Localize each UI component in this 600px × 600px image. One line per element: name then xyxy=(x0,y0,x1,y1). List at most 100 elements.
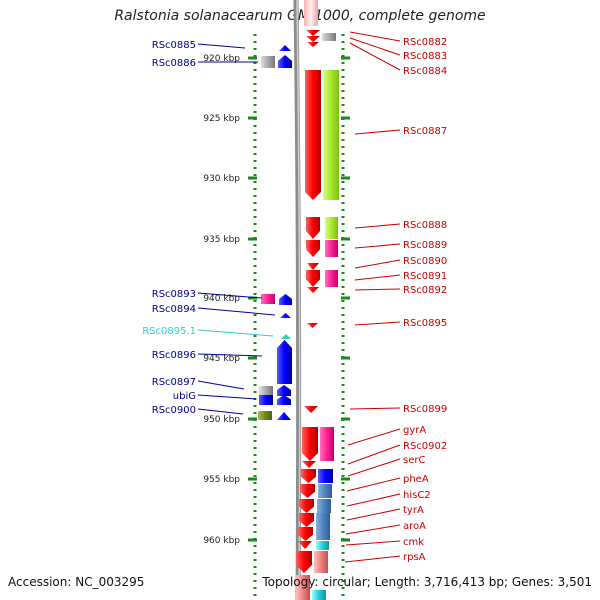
scale-tick-label: 955 kbp xyxy=(203,475,240,485)
accession-text: Accession: NC_003295 xyxy=(8,575,145,589)
gene-label: serC xyxy=(403,455,425,466)
scale-tick-label: 945 kbp xyxy=(203,354,240,364)
gene-rsc0882 xyxy=(306,30,320,36)
gene-hisc2 xyxy=(299,499,314,513)
gene-gyra xyxy=(302,427,318,461)
gene-label: RSc0893 xyxy=(152,289,196,300)
gene-rsc0892 xyxy=(307,287,319,293)
gene-rsc0889 xyxy=(306,240,320,257)
function-block xyxy=(316,541,329,550)
label-leader xyxy=(354,274,401,281)
label-leader xyxy=(354,129,401,135)
scale-tick-label: 935 kbp xyxy=(203,235,240,245)
scale-tick-label: 925 kbp xyxy=(203,114,240,124)
gene-label: RSc0895.1 xyxy=(142,326,196,337)
gene-label: RSc0902 xyxy=(403,441,447,452)
gene-rsc0883 xyxy=(306,36,320,42)
label-leader xyxy=(197,307,276,316)
function-block xyxy=(314,551,328,573)
gene-label: gyrA xyxy=(403,425,426,436)
function-block xyxy=(259,395,273,405)
gene-label: tyrA xyxy=(403,505,424,516)
gene-rsc0887 xyxy=(305,70,321,200)
label-leader xyxy=(349,42,401,71)
gene-label: RSc0882 xyxy=(403,37,447,48)
gene-label: RSc0883 xyxy=(403,51,447,62)
gene-label: RSc0887 xyxy=(403,126,447,137)
function-block xyxy=(323,70,339,200)
function-block xyxy=(320,427,334,461)
label-leader xyxy=(197,394,257,400)
function-block xyxy=(325,217,338,239)
genome-backbone xyxy=(293,0,302,600)
gene-serc xyxy=(301,469,316,483)
label-leader xyxy=(346,477,401,492)
gene-label: rpsA xyxy=(403,552,426,563)
gene-label: ubiG xyxy=(173,391,196,402)
gene-label: RSc0896 xyxy=(152,350,196,361)
gene-rsc0884 xyxy=(307,42,319,47)
gene-ubig xyxy=(277,395,291,405)
label-leader xyxy=(197,329,274,337)
label-leader xyxy=(345,540,401,546)
gene-label: RSc0895 xyxy=(403,318,447,329)
label-leader xyxy=(347,458,401,477)
label-leader xyxy=(345,524,401,535)
label-leader xyxy=(197,380,245,390)
label-leader xyxy=(354,288,401,291)
label-leader xyxy=(344,555,401,563)
gene-label: pheA xyxy=(403,474,429,485)
gene-label: RSc0886 xyxy=(152,58,196,69)
function-block xyxy=(259,386,273,396)
label-leader xyxy=(197,408,244,415)
label-leader xyxy=(346,508,401,521)
gene-rsc0886 xyxy=(278,55,292,68)
gene-cmk xyxy=(298,541,312,549)
gene-label: hisC2 xyxy=(403,490,431,501)
function-block xyxy=(258,411,272,420)
function-block xyxy=(316,513,330,527)
gene-rsc0895-1 xyxy=(281,334,291,339)
function-block xyxy=(325,240,338,257)
gene-rsc0899 xyxy=(304,406,318,413)
label-leader xyxy=(197,292,263,299)
label-leader xyxy=(354,223,401,229)
gene-label: aroA xyxy=(403,521,426,532)
gene-rsc0895 xyxy=(307,323,318,328)
genome-summary-text: Topology: circular; Length: 3,716,413 bp… xyxy=(262,575,592,589)
gene-bottom-forward xyxy=(296,575,310,600)
label-leader xyxy=(349,31,401,42)
function-block xyxy=(312,590,326,600)
gene-aroa xyxy=(298,527,313,541)
gene-rsc0900 xyxy=(277,412,291,420)
gene-label: RSc0888 xyxy=(403,220,447,231)
label-leader xyxy=(347,428,401,446)
gene-label: RSc0891 xyxy=(403,271,447,282)
gene-rsc0890 xyxy=(307,263,319,270)
gene-label: RSc0885 xyxy=(152,40,196,51)
function-block xyxy=(316,527,330,540)
gene-phea xyxy=(300,484,315,498)
function-block xyxy=(322,33,336,41)
label-leader xyxy=(349,37,401,56)
function-block xyxy=(261,56,275,68)
function-block xyxy=(261,294,275,304)
gene-label: RSc0890 xyxy=(403,256,447,267)
scale-tick-label: 940 kbp xyxy=(203,294,240,304)
gene-rpsa xyxy=(296,551,312,573)
gene-label: RSc0900 xyxy=(152,405,196,416)
label-leader xyxy=(354,259,401,269)
gene-label: RSc0884 xyxy=(403,66,447,77)
gene-tyra xyxy=(299,513,314,527)
scale-tick-label: 950 kbp xyxy=(203,415,240,425)
label-leader xyxy=(197,43,246,49)
function-block xyxy=(318,469,333,483)
gene-label: RSc0889 xyxy=(403,240,447,251)
label-leader xyxy=(349,407,401,410)
gene-rsc0891 xyxy=(306,270,320,287)
gene-label: RSc0892 xyxy=(403,285,447,296)
function-block xyxy=(325,270,338,287)
scale-tick-label: 930 kbp xyxy=(203,174,240,184)
gene-rsc0894 xyxy=(280,313,291,318)
